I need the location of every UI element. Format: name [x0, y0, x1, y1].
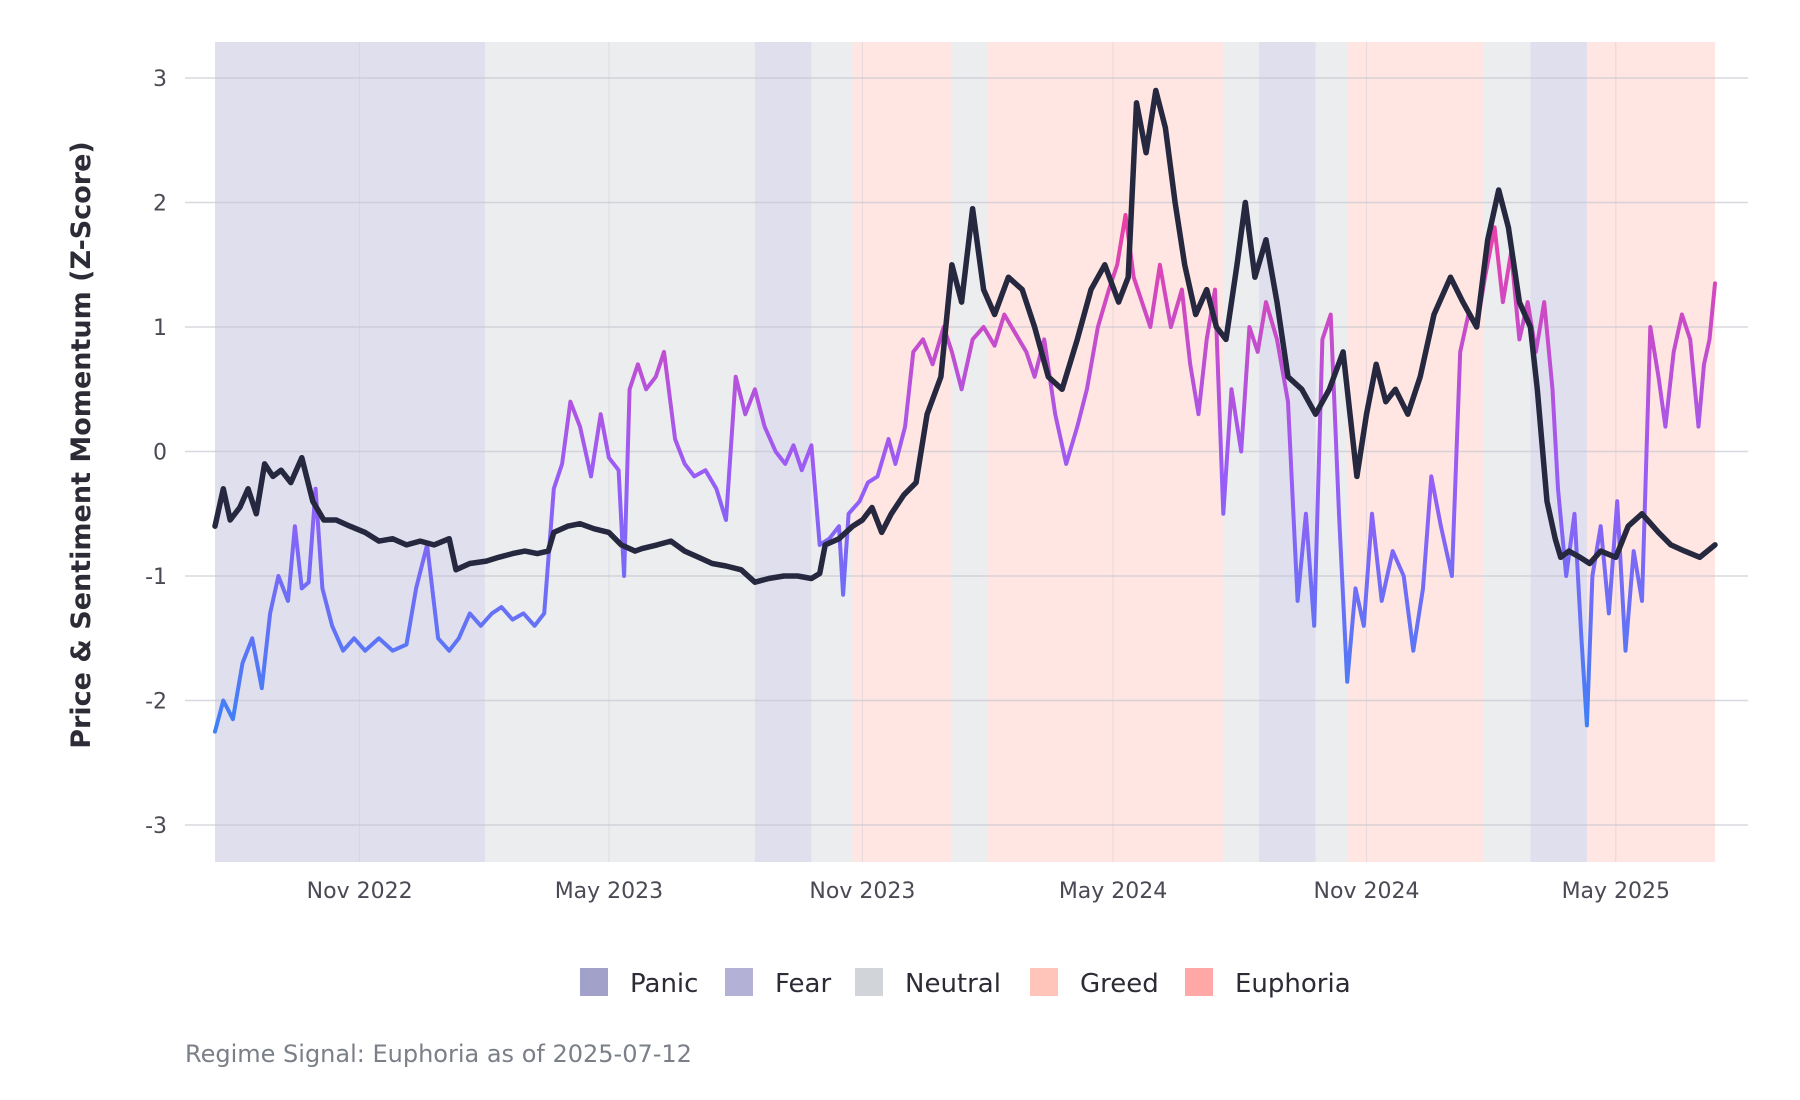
y-axis-ticks: 3 2 1 0 -1 -2 -3 — [145, 67, 167, 839]
legend-label-greed: Greed — [1080, 969, 1159, 999]
x-tick-label: Nov 2022 — [307, 879, 413, 904]
legend-swatch-fear — [725, 968, 753, 996]
sentiment-momentum-line — [213, 213, 1717, 734]
legend-swatch-greed — [1030, 968, 1058, 996]
series-lines — [212, 87, 1718, 734]
legend: Panic Fear Neutral Greed Euphoria — [580, 968, 1351, 999]
legend-label-euphoria: Euphoria — [1235, 969, 1351, 999]
y-tick-label: -3 — [145, 814, 167, 839]
y-tick-label: -2 — [145, 690, 167, 715]
price-momentum-line — [212, 87, 1718, 585]
y-tick-label: 3 — [153, 67, 167, 92]
gridlines — [185, 42, 1748, 862]
y-tick-label: 0 — [153, 441, 167, 466]
legend-label-neutral: Neutral — [905, 969, 1001, 999]
legend-swatch-euphoria — [1185, 968, 1213, 996]
legend-swatch-panic — [580, 968, 608, 996]
x-tick-label: Nov 2023 — [809, 879, 915, 904]
legend-label-fear: Fear — [775, 969, 831, 999]
x-tick-label: Nov 2024 — [1314, 879, 1420, 904]
legend-label-panic: Panic — [630, 969, 698, 999]
y-tick-label: 1 — [153, 316, 167, 341]
chart-caption: Regime Signal: Euphoria as of 2025-07-12 — [185, 1040, 692, 1068]
x-tick-label: May 2024 — [1059, 879, 1167, 904]
y-tick-label: 2 — [153, 192, 167, 217]
x-axis-ticks: Nov 2022 May 2023 Nov 2023 May 2024 Nov 2024… — [307, 879, 1670, 904]
x-tick-label: May 2025 — [1562, 879, 1670, 904]
y-tick-label: -1 — [145, 565, 167, 590]
x-tick-label: May 2023 — [555, 879, 663, 904]
legend-swatch-neutral — [855, 968, 883, 996]
y-axis-label: Price & Sentiment Momentum (Z-Score) — [66, 141, 97, 749]
